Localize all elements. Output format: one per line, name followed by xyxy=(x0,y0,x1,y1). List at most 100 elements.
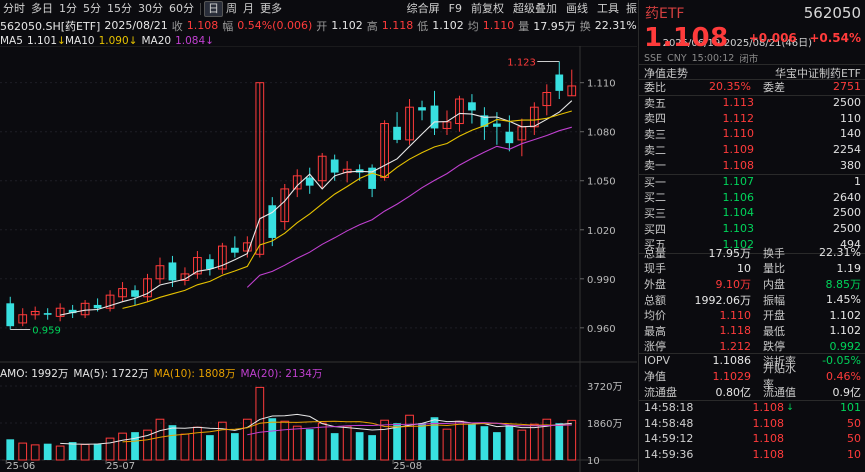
candle-down xyxy=(493,123,501,127)
volume-bar-up xyxy=(442,428,452,461)
tool-button-2[interactable]: 前复权 xyxy=(471,2,504,15)
candle-down xyxy=(468,102,476,111)
tool-button-extra[interactable]: 振 xyxy=(626,2,637,15)
vol-label: 量 xyxy=(518,19,530,33)
high-annotation: 1.123 xyxy=(507,57,536,68)
tick-row: 14:59:36 1.108 10 xyxy=(639,447,865,463)
stat-value: 0.9亿 xyxy=(832,385,862,399)
ma20-label: MA20 xyxy=(141,34,172,47)
period-tab-2[interactable]: 1分 xyxy=(59,2,77,15)
tool-button-1[interactable]: F9 xyxy=(448,2,462,15)
bids-row[interactable]: 买二 1.106 2640 xyxy=(639,190,865,206)
volume-bar-up xyxy=(55,445,65,461)
bids-row[interactable]: 买一 1.107 1 xyxy=(639,174,865,190)
tick-volume: 10 xyxy=(847,448,861,462)
period-tab-10[interactable]: 更多 xyxy=(260,2,282,15)
candle-up xyxy=(193,257,202,275)
tick-time: 14:58:18 xyxy=(644,401,694,415)
candle-up xyxy=(55,307,65,317)
tool-button-4[interactable]: 画线 xyxy=(566,2,588,15)
period-tab-9[interactable]: 月 xyxy=(243,2,254,15)
candle-down xyxy=(6,303,15,327)
candle-down xyxy=(43,313,52,315)
volume-bar-up xyxy=(517,429,527,461)
asks-row[interactable]: 卖二 1.109 2254 xyxy=(639,142,865,158)
last-price: 1.108 xyxy=(644,22,729,53)
tool-button-0[interactable]: 综合屏 xyxy=(406,2,440,15)
currency: CNY xyxy=(667,52,687,64)
book-volume: 2640 xyxy=(833,190,861,204)
bids-row[interactable]: 买五 1.102 494 xyxy=(639,236,865,252)
volume-bar-up xyxy=(255,386,265,461)
period-tab-6[interactable]: 60分 xyxy=(169,2,194,15)
ma5-line xyxy=(60,100,573,316)
book-volume: 494 xyxy=(840,237,861,251)
period-tab-4[interactable]: 15分 xyxy=(107,2,132,15)
volume-bar-down xyxy=(480,426,489,460)
volume-bar-up xyxy=(242,418,252,461)
stat-value: 1.118 xyxy=(719,324,752,338)
candle-up xyxy=(342,168,352,174)
security-code: 562050.SH[药ETF] xyxy=(0,19,101,33)
candle-down xyxy=(305,177,314,186)
volume-bar-up xyxy=(529,423,539,461)
candle-down xyxy=(230,247,239,253)
diff-value: 2751 xyxy=(833,80,861,94)
tick-volume: 50 xyxy=(847,416,861,430)
high-value: 1.118 xyxy=(381,19,414,32)
tool-button-3[interactable]: 超级叠加 xyxy=(513,2,557,15)
date-range[interactable]: 2025/06/19-2025/08/21(46日) xyxy=(662,38,812,49)
ma10-line xyxy=(122,110,572,309)
price-axis-label: 0.960 xyxy=(587,324,616,335)
candle-down xyxy=(131,290,139,297)
candle-down xyxy=(368,167,376,189)
stat-label: 跌停 xyxy=(763,340,785,354)
period-tab-5[interactable]: 30分 xyxy=(138,2,163,15)
period-tab-0[interactable]: 分时 xyxy=(3,2,25,15)
open-label: 开 xyxy=(316,19,328,33)
tick-row: 14:59:12 1.108 50 xyxy=(639,431,865,447)
period-tab-7[interactable]: 日 xyxy=(204,0,223,17)
kline-chart[interactable]: 1.110 1.080 1.050 1.020 0.990 0.960 3720万 1860万… xyxy=(0,46,637,472)
stat-label: 均价 xyxy=(644,309,666,323)
tick-volume: 50 xyxy=(847,432,861,446)
x-axis-label: 25-06 xyxy=(6,461,35,472)
stat-value: 1.1029 xyxy=(712,369,752,383)
candle-up xyxy=(455,98,464,125)
period-tab-1[interactable]: 多日 xyxy=(31,2,53,15)
book-volume: 1 xyxy=(854,175,861,189)
ma10-label: MA10 xyxy=(65,34,95,47)
volume-bar-down xyxy=(330,433,339,460)
stat-label: 流通值 xyxy=(763,385,796,399)
candle-up xyxy=(30,310,40,316)
tick-price: 1.108 xyxy=(752,432,785,446)
stats-row: 总额 1992.06万 振幅 1.45% xyxy=(639,292,865,308)
nav-trend-tab[interactable]: 净值走势 xyxy=(644,66,688,80)
bids-row[interactable]: 买四 1.103 2500 xyxy=(639,221,865,237)
volume-bar-up xyxy=(105,437,115,461)
asks-row[interactable]: 卖一 1.108 380 xyxy=(639,157,865,173)
period-tab-8[interactable]: 周 xyxy=(226,2,237,15)
candle-down xyxy=(505,131,514,144)
candle-up xyxy=(118,288,127,298)
stat-label: 最低 xyxy=(763,324,785,338)
vol-ma5-label: MA(5): 1722万 xyxy=(73,368,149,380)
book-volume: 2500 xyxy=(833,222,861,236)
period-tab-3[interactable]: 5分 xyxy=(83,2,101,15)
book-label: 卖二 xyxy=(644,143,666,157)
stat-label: 流通盘 xyxy=(644,385,677,399)
stat-value: 10 xyxy=(737,261,751,275)
price-axis-label: 1.080 xyxy=(587,128,616,139)
stat-label: 换手 xyxy=(763,246,785,260)
book-label: 卖四 xyxy=(644,112,666,126)
price-axis-label: 0.990 xyxy=(587,275,616,286)
security-name[interactable]: 药ETF xyxy=(645,6,685,22)
book-price: 1.109 xyxy=(722,143,755,157)
bids-row[interactable]: 买三 1.104 2500 xyxy=(639,205,865,221)
asks-row[interactable]: 卖三 1.110 140 xyxy=(639,126,865,142)
asks-row[interactable]: 卖四 1.112 110 xyxy=(639,111,865,127)
stat-value: 22.31% xyxy=(819,246,861,260)
tool-button-5[interactable]: 工具 xyxy=(597,2,619,15)
asks-row[interactable]: 卖五 1.113 2500 xyxy=(639,95,865,111)
volume-bar-up xyxy=(292,425,302,461)
